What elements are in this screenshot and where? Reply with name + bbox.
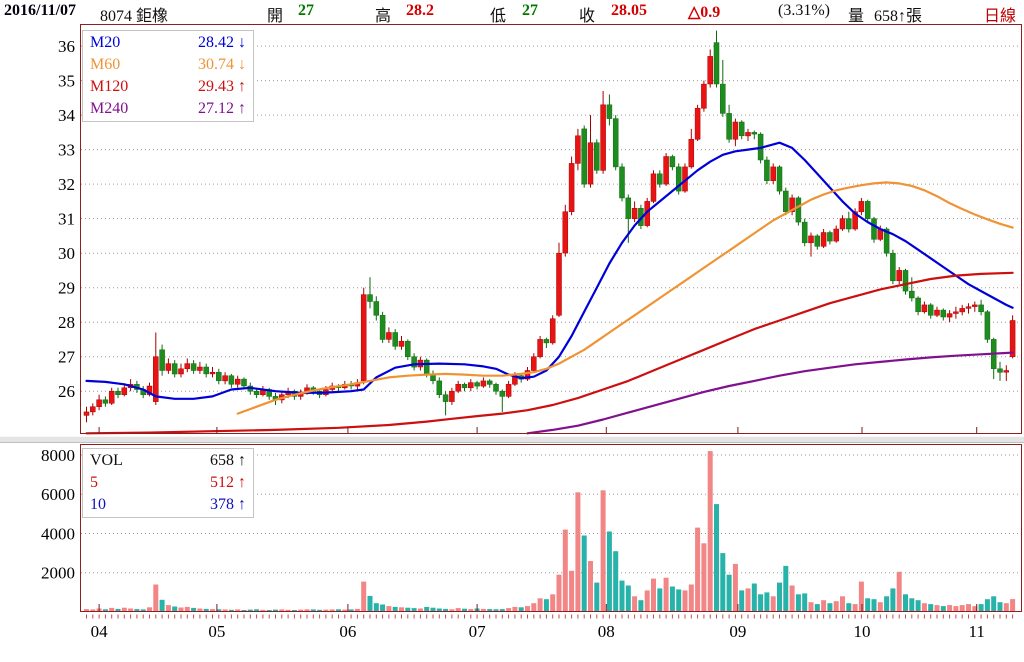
month-label: 07 — [469, 622, 487, 641]
ma-legend-label: M20 — [90, 34, 121, 51]
month-label: 11 — [969, 622, 985, 641]
price-tick-label: 35 — [58, 72, 75, 91]
header-stock-id-name: 8074 鉅橡 — [100, 8, 169, 25]
high-value: 28.2 — [406, 2, 434, 19]
price-tick-label: 30 — [58, 244, 75, 263]
price-tick-label: 27 — [58, 348, 76, 367]
panel-divider[interactable] — [0, 436, 1024, 443]
volume-legend-row-5: 5 512 ↑ — [90, 472, 246, 494]
ma-legend-value: 28.42 ↓ — [198, 34, 246, 51]
ma-legend-label: M120 — [90, 78, 129, 95]
ma-legend-label: M240 — [90, 100, 129, 117]
ma-legend-value: 27.12 ↑ — [198, 100, 246, 117]
price-tick-label: 34 — [58, 106, 76, 125]
session-ticks — [86, 614, 1014, 619]
ma-legend-row-m20: M20 28.42 ↓ — [90, 32, 246, 54]
volume-legend-row-vol: VOL 658 ↑ — [90, 450, 246, 472]
volume-legend-value: 658 ↑ — [210, 452, 246, 469]
header-date: 2016/11/07 — [4, 2, 77, 19]
price-tick-label: 36 — [58, 37, 75, 56]
volume-legend-label: VOL — [90, 452, 123, 469]
volume-chart[interactable]: 2000 4000 6000 8000 04 05 06 07 08 09 10 11 — [0, 444, 1024, 649]
volume-legend-row-10: 10 378 ↑ — [90, 494, 246, 516]
volume-legend-value: 512 ↑ — [210, 474, 246, 491]
month-label: 08 — [598, 622, 615, 641]
change-percent: (3.31%) — [778, 2, 830, 19]
ma-legend-row-m60: M60 30.74 ↓ — [90, 54, 246, 76]
ma-legend-value: 30.74 ↓ — [198, 56, 246, 73]
ma-line-m240 — [526, 351, 1014, 435]
month-ticks-main — [98, 427, 978, 433]
open-value: 27 — [298, 2, 314, 19]
main-price-chart[interactable]: 26 27 28 29 30 31 32 33 34 35 36 — [0, 24, 1024, 436]
ma-legend-value: 29.43 ↑ — [198, 78, 246, 95]
change-value: △0.9 — [688, 4, 721, 21]
ma-line-m120 — [85, 271, 1014, 435]
month-label: 04 — [91, 622, 109, 641]
price-tick-label: 26 — [58, 382, 75, 401]
ma-line-m60 — [236, 181, 1014, 415]
price-frame — [80, 24, 1022, 434]
ma-legend-label: M60 — [90, 56, 121, 73]
ma-legend: M20 28.42 ↓ M60 30.74 ↓ M120 29.43 ↑ M24… — [82, 30, 254, 122]
low-label: 低 — [490, 8, 507, 25]
period-indicator: 日線 — [984, 8, 1017, 25]
ma-lines — [85, 141, 1014, 435]
volume-value: 658↑張 — [874, 8, 923, 25]
month-ticks-volume: 04 05 06 07 08 09 10 11 — [91, 604, 985, 641]
volume-tick-label: 8000 — [41, 446, 75, 465]
volume-legend: VOL 658 ↑ 5 512 ↑ 10 378 ↑ — [82, 448, 254, 518]
high-label: 高 — [375, 8, 392, 25]
price-tick-label: 33 — [58, 141, 75, 160]
month-label: 10 — [854, 622, 871, 641]
month-label: 09 — [729, 622, 746, 641]
volume-label: 量 — [848, 8, 865, 25]
close-value: 28.05 — [611, 2, 647, 19]
volume-frame — [80, 444, 1022, 612]
month-label: 06 — [339, 622, 356, 641]
ma-line-m20 — [85, 141, 1014, 400]
volume-legend-label: 5 — [90, 474, 98, 491]
ma-legend-row-m240: M240 27.12 ↑ — [90, 98, 246, 120]
close-label: 收 — [579, 8, 596, 25]
price-tick-label: 28 — [58, 313, 75, 332]
price-tick-label: 31 — [58, 210, 75, 229]
low-value: 27 — [522, 2, 538, 19]
ma-legend-row-m120: M120 29.43 ↑ — [90, 76, 246, 98]
volume-bars — [84, 451, 1016, 611]
price-tick-label: 29 — [58, 279, 75, 298]
volume-legend-value: 378 ↑ — [210, 496, 246, 513]
volume-legend-label: 10 — [90, 496, 106, 513]
volume-tick-label: 2000 — [41, 564, 75, 583]
open-label: 開 — [267, 8, 284, 25]
volume-tick-label: 4000 — [41, 525, 75, 544]
month-label: 05 — [208, 622, 225, 641]
volume-tick-label: 6000 — [41, 485, 75, 504]
price-tick-label: 32 — [58, 175, 75, 194]
candles-layer — [83, 30, 1016, 423]
